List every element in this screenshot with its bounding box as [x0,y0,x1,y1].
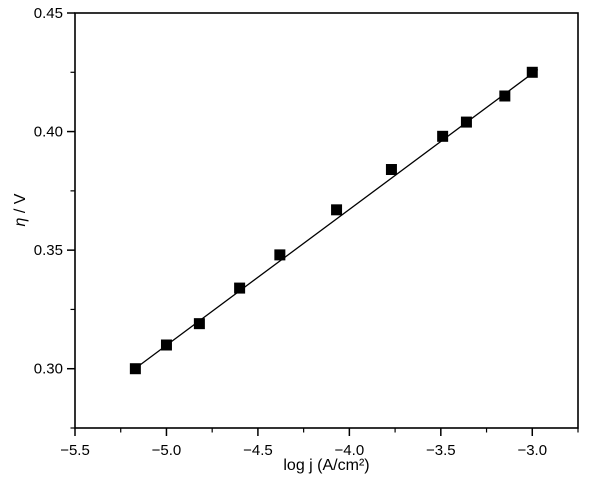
svg-text:−3.0: −3.0 [517,442,547,459]
data-point-marker [460,116,472,128]
svg-text:−3.5: −3.5 [426,442,456,459]
data-point-marker [331,204,343,216]
data-point-marker [385,164,397,176]
svg-text:−4.5: −4.5 [243,442,273,459]
svg-text:−5.5: −5.5 [60,442,90,459]
svg-text:−5.0: −5.0 [152,442,182,459]
data-point-marker [437,130,449,142]
x-axis-title: log j (A/cm²) [283,457,370,474]
y-axis-unit: / V [12,193,29,218]
data-point-marker [274,249,286,261]
data-point-marker [499,90,511,102]
data-point-marker [193,318,205,330]
data-point-marker [160,339,172,351]
overpotential-data-points [129,66,538,375]
y-axis-title: η / V [12,194,30,227]
svg-text:−4.0: −4.0 [335,442,365,459]
data-point-marker [526,66,538,78]
data-point-marker [129,363,141,375]
svg-text:0.35: 0.35 [34,242,63,259]
y-axis-symbol: η [12,217,29,227]
svg-text:0.45: 0.45 [34,5,63,22]
svg-text:0.40: 0.40 [34,124,63,141]
linear-fit-line [131,68,539,372]
svg-text:0.30: 0.30 [34,361,63,378]
data-point-marker [234,282,246,294]
plot-frame [74,12,579,429]
y-axis-ticks: 0.30 0.35 0.40 0.45 [34,5,75,429]
x-axis-ticks: −5.5 −5.0 −4.5 −4.0 −3.5 −3.0 [60,428,579,459]
